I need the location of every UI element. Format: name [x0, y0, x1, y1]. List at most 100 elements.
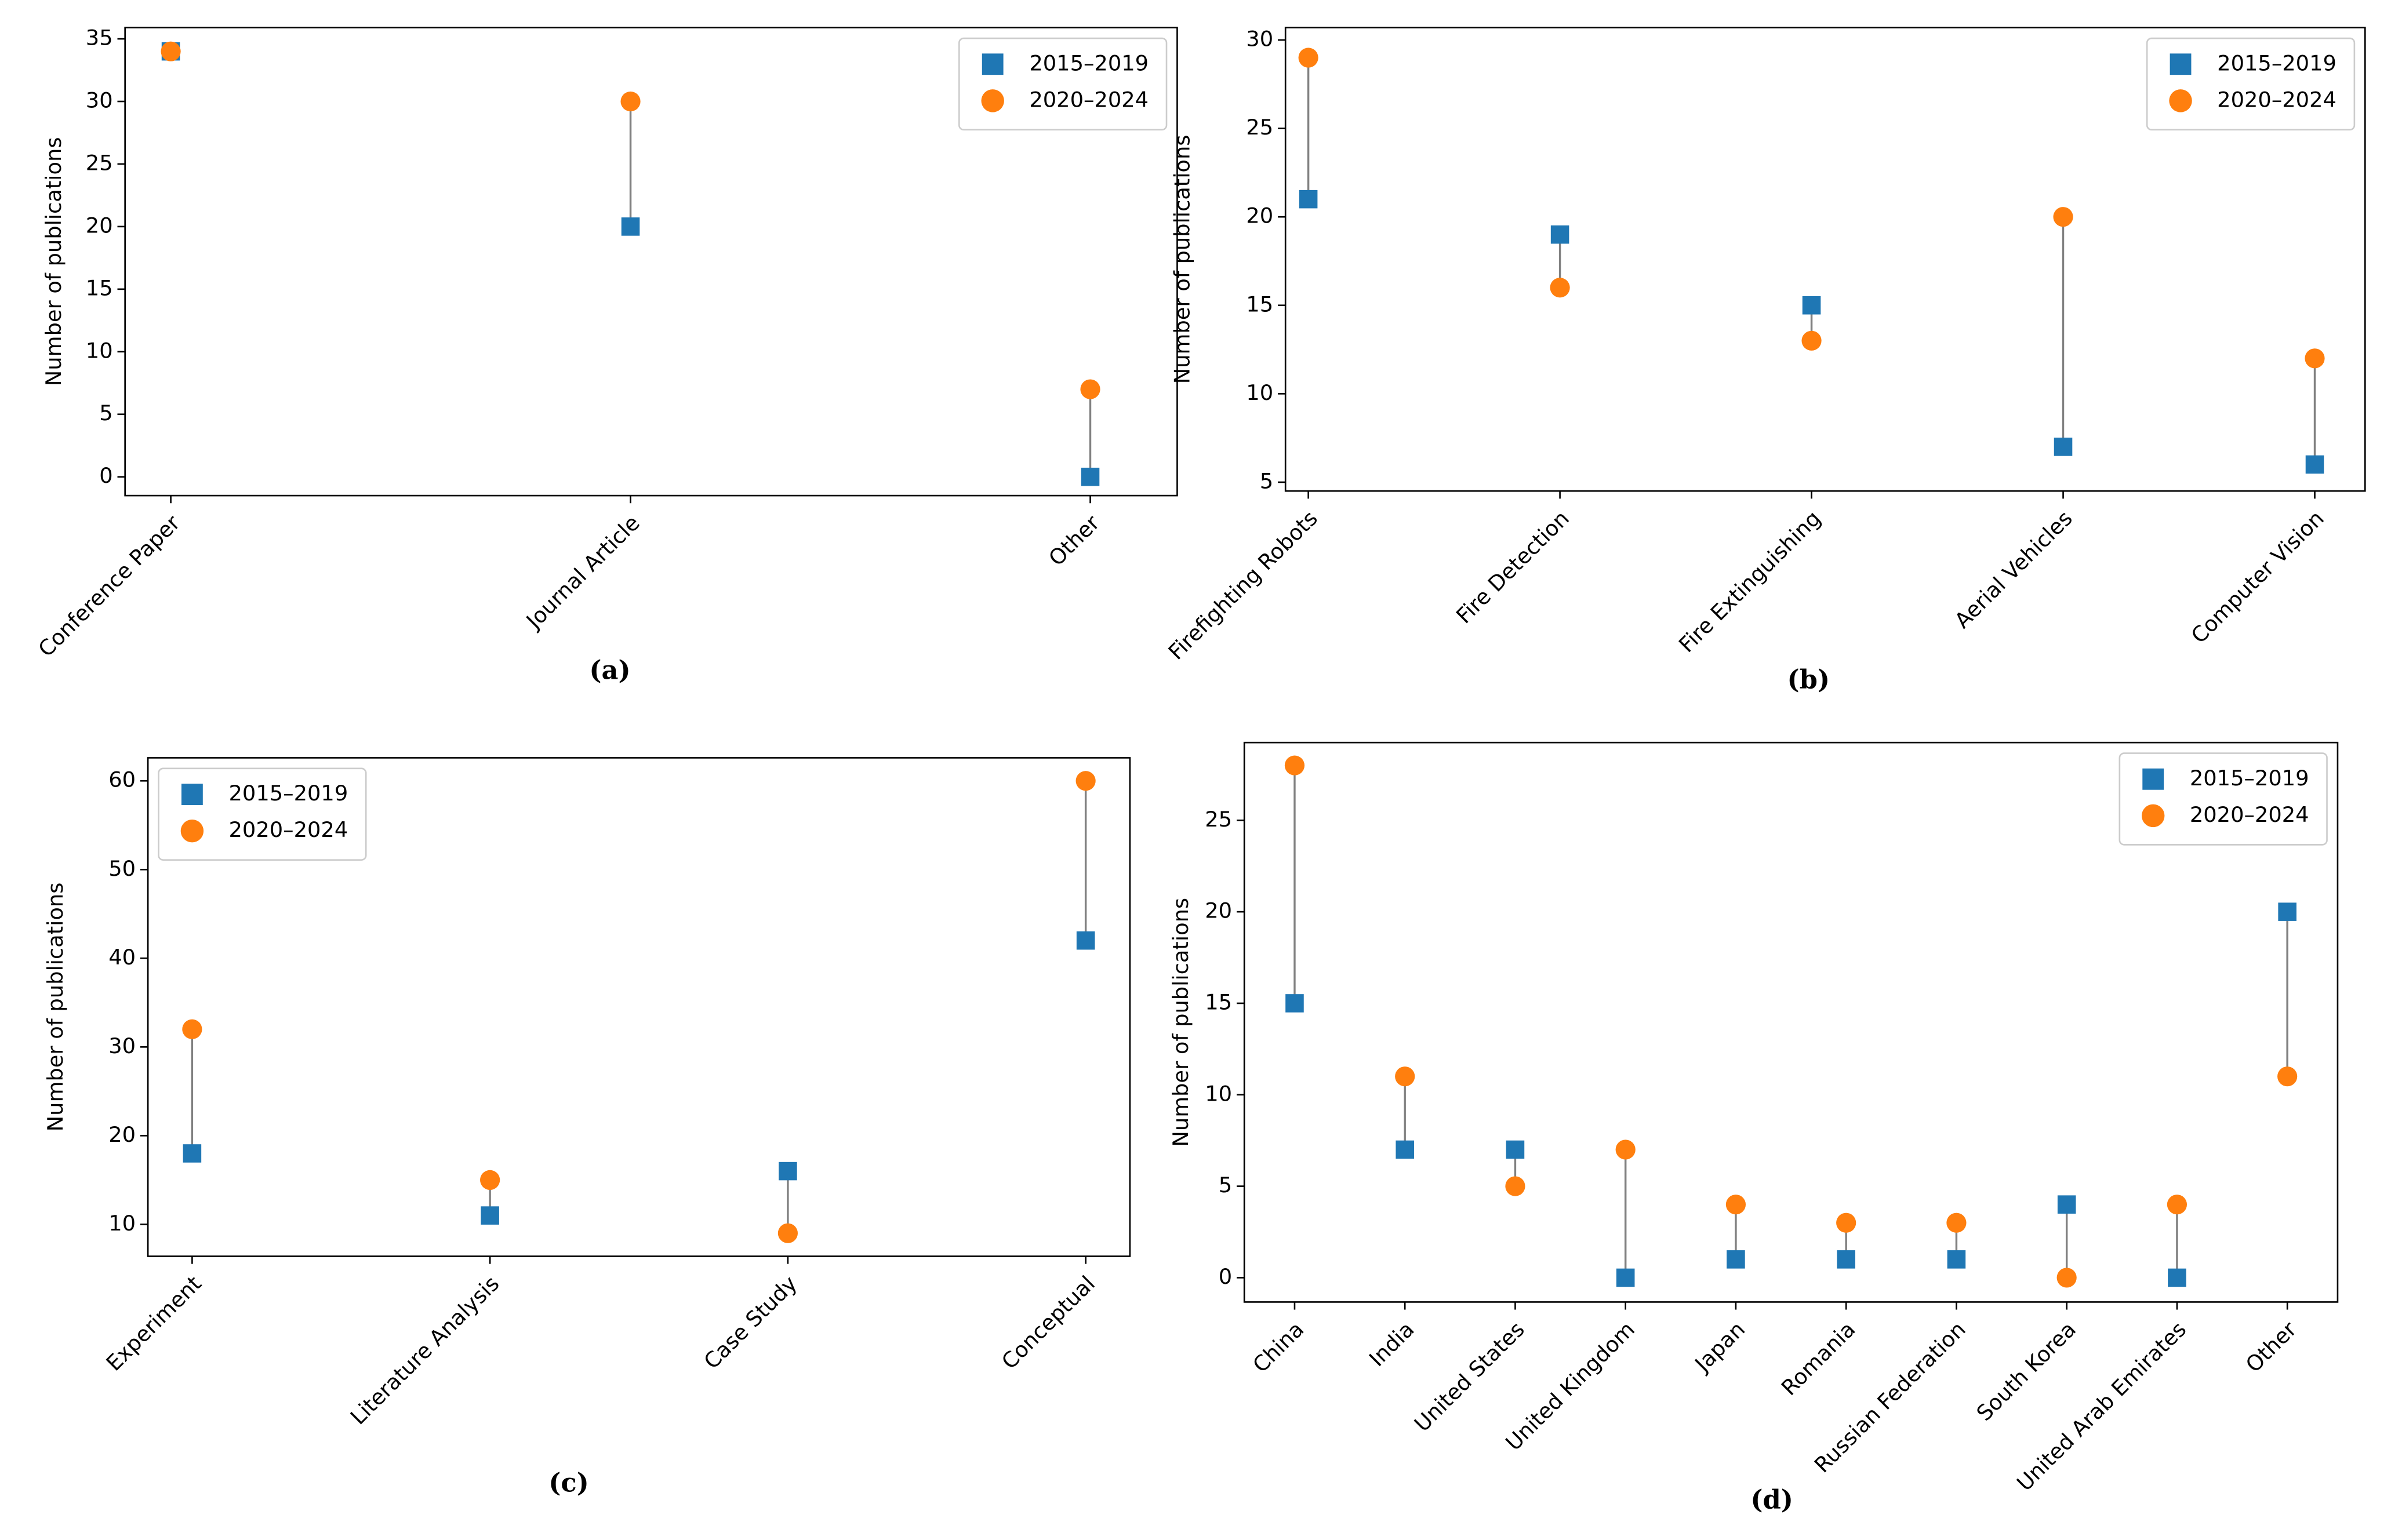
panel-caption: (b) — [1787, 664, 1830, 694]
y-tick-label: 10 — [1246, 380, 1273, 405]
marker-square — [183, 1144, 202, 1163]
marker-square — [779, 1162, 797, 1181]
marker-circle — [2167, 1195, 2187, 1215]
legend-frame — [158, 767, 367, 861]
marker-circle — [1080, 379, 1100, 399]
y-tick-label: 0 — [1219, 1264, 1232, 1289]
legend-label: 2020–2024 — [1029, 87, 1149, 112]
marker-square — [1506, 1140, 1525, 1159]
marker-square — [1727, 1250, 1745, 1269]
legend-marker — [2170, 53, 2192, 75]
y-tick-label: 10 — [108, 1211, 136, 1236]
marker-circle — [1615, 1139, 1636, 1160]
y-tick-label: 0 — [99, 463, 112, 488]
marker-circle — [1505, 1176, 1525, 1196]
marker-square — [1299, 190, 1318, 209]
marker-square — [1076, 931, 1095, 950]
x-tick-label: South Korea — [1972, 1317, 2081, 1426]
marker-circle — [182, 1019, 202, 1039]
y-tick-label: 25 — [86, 150, 113, 175]
x-tick-label: Fire Extinguishing — [1674, 506, 1825, 657]
y-tick-label: 30 — [86, 88, 113, 113]
marker-circle — [1395, 1066, 1415, 1087]
marker-square — [2278, 902, 2296, 921]
marker-square — [481, 1206, 499, 1225]
y-tick-label: 35 — [86, 26, 113, 50]
marker-circle — [1801, 330, 1822, 351]
y-tick-label: 15 — [86, 275, 113, 300]
legend-marker — [2169, 89, 2192, 112]
marker-square — [1396, 1140, 1414, 1159]
marker-square — [2168, 1268, 2186, 1287]
legend-marker — [180, 819, 204, 843]
marker-square — [1081, 467, 1100, 486]
y-tick-label: 5 — [1219, 1173, 1232, 1197]
marker-circle — [1550, 278, 1570, 298]
marker-circle — [777, 1223, 798, 1243]
x-tick-label: Literature Analysis — [346, 1271, 504, 1429]
legend-marker — [2141, 804, 2165, 828]
y-tick-label: 60 — [108, 767, 136, 792]
y-tick-label: 30 — [1246, 27, 1273, 52]
marker-circle — [620, 91, 641, 112]
legend-frame — [2119, 752, 2328, 846]
marker-square — [1802, 296, 1821, 315]
panel-caption: (d) — [1750, 1484, 1793, 1514]
x-tick-label: Aerial Vehicles — [1950, 506, 2077, 634]
y-tick-label: 20 — [1205, 898, 1232, 923]
legend-marker — [2142, 768, 2164, 790]
x-tick-label: Computer Vision — [2186, 506, 2329, 649]
legend-frame — [958, 37, 1168, 131]
y-axis-label: Number of publications — [1169, 135, 1194, 384]
y-axis-label: Number of publications — [1168, 898, 1193, 1147]
y-tick-label: 5 — [1260, 468, 1273, 493]
marker-circle — [1298, 48, 1318, 68]
marker-circle — [1075, 771, 1096, 791]
marker-circle — [480, 1170, 500, 1190]
marker-circle — [2056, 1268, 2077, 1288]
y-tick-label: 15 — [1246, 292, 1273, 316]
plot-frame — [147, 757, 1131, 1257]
y-tick-label: 25 — [1205, 807, 1232, 832]
legend-label: 2020–2024 — [229, 817, 348, 842]
x-tick-label: Fire Detection — [1451, 506, 1574, 629]
panel-caption: (a) — [589, 655, 630, 686]
y-tick-label: 20 — [86, 213, 113, 238]
legend-label: 2015–2019 — [1029, 50, 1149, 75]
x-tick-label: Conference Paper — [34, 510, 186, 662]
legend-label: 2015–2019 — [2217, 50, 2337, 75]
x-tick-label: China — [1248, 1317, 1309, 1378]
x-tick-label: Other — [2241, 1316, 2302, 1377]
y-axis-label: Number of publications — [43, 883, 68, 1132]
y-axis-label: Number of publications — [41, 137, 66, 386]
legend-label: 2020–2024 — [2217, 87, 2337, 112]
marker-circle — [1836, 1213, 1856, 1233]
panel-caption: (c) — [548, 1468, 589, 1498]
y-tick-label: 20 — [1246, 203, 1273, 228]
marker-square — [2305, 455, 2324, 474]
y-tick-label: 25 — [1246, 115, 1273, 140]
marker-square — [1616, 1268, 1635, 1287]
legend-marker — [982, 53, 1004, 75]
legend-label: 2015–2019 — [2190, 766, 2309, 791]
y-tick-label: 20 — [108, 1122, 136, 1147]
marker-square — [2057, 1195, 2076, 1214]
x-tick-label: Japan — [1689, 1317, 1750, 1377]
x-tick-label: Other — [1044, 510, 1105, 571]
x-tick-label: Case Study — [699, 1271, 802, 1374]
legend-marker — [981, 89, 1004, 112]
marker-square — [621, 217, 640, 236]
marker-circle — [2305, 348, 2325, 369]
marker-circle — [2053, 207, 2073, 227]
marker-square — [1285, 994, 1304, 1013]
x-tick-label: Experiment — [101, 1271, 206, 1376]
marker-circle — [1725, 1195, 1746, 1215]
x-tick-label: United States — [1409, 1317, 1529, 1437]
y-tick-label: 30 — [108, 1033, 136, 1058]
y-tick-label: 5 — [99, 401, 112, 425]
y-tick-label: 40 — [108, 945, 136, 970]
legend-marker — [181, 784, 203, 805]
marker-circle — [1284, 755, 1305, 776]
marker-circle — [161, 41, 181, 61]
marker-circle — [2277, 1066, 2298, 1087]
